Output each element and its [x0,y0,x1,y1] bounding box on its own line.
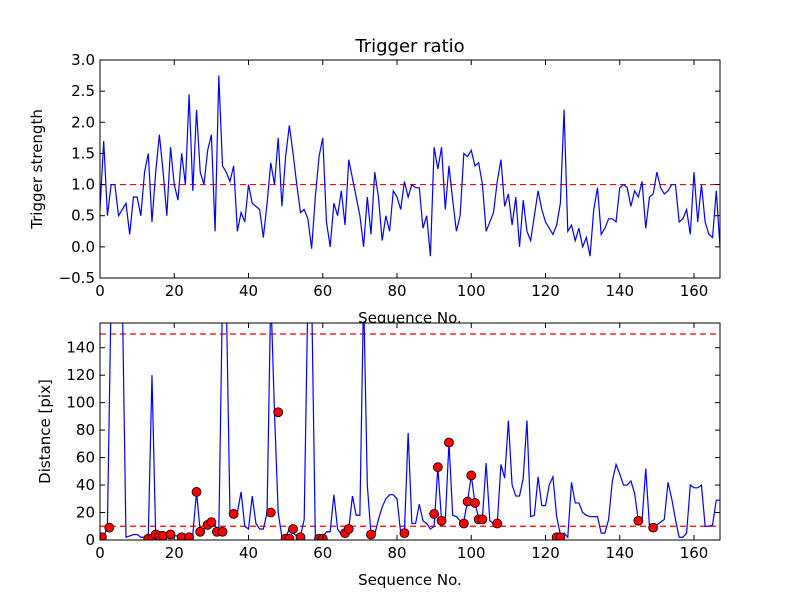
data-point-marker [492,518,503,529]
data-point-marker [104,522,115,533]
y-tick-label: 40 [76,476,95,494]
data-point-marker [265,507,276,518]
data-point-marker [206,517,217,528]
x-axis-label: Sequence No. [358,571,462,589]
series-line [100,75,720,257]
data-point-marker [432,462,443,473]
x-tick-label: 0 [95,544,105,562]
top-chart-panel: 0 20 40 60 80 100 120 140 160 −0.5 0.0 0.5 1.0 1.5 2.0… [28,36,721,327]
data-point-marker [284,533,295,540]
data-point-marker [228,509,239,519]
x-tick-label: 0 [95,282,105,300]
x-tick-label: 60 [313,282,332,300]
y-tick-label: 0.5 [71,207,95,225]
x-tick-label: 20 [165,544,184,562]
x-tick-label: 140 [605,544,634,562]
plot-background [100,323,720,540]
data-point-marker [470,498,480,508]
y-tick-label: 140 [66,339,95,357]
data-point-marker [165,529,176,540]
y-tick-label: 1.5 [71,144,95,162]
y-tick-label: 100 [66,394,95,412]
y-tick-label: 2.5 [71,82,95,100]
y-axis-label: Trigger strength [28,109,46,230]
x-tick-label: 60 [313,544,332,562]
x-tick-label: 160 [680,282,709,300]
data-point-marker [191,487,202,497]
y-axis-label: Distance [pix] [36,379,54,484]
x-tick-label: 120 [531,282,560,300]
y-tick-label: 0 [85,531,95,549]
y-tick-label: 3.0 [71,51,95,69]
y-tick-label: 60 [76,449,95,467]
x-tick-label: 120 [531,544,560,562]
y-tick-label: 120 [66,366,95,384]
data-point-marker [648,522,659,533]
x-tick-label: 80 [387,544,406,562]
x-tick-label: 40 [239,282,258,300]
axes-frame [99,322,721,541]
data-point-marker [195,526,206,537]
y-tick-label: 1.0 [71,176,95,194]
x-tick-label: 20 [165,282,184,300]
y-tick-label: 80 [76,421,95,439]
data-point-marker [217,526,228,537]
data-point-marker [633,515,644,526]
bottom-chart-panel: 0 20 40 60 80 100 120 140 160 0 20 40 60 80 100 120 140 S… [36,322,721,589]
y-tick-label: 2.0 [71,113,95,131]
x-tick-label: 100 [457,544,486,562]
plot-background [100,60,720,278]
data-point-marker [343,524,354,534]
x-tick-label: 140 [605,282,634,300]
data-point-marker [477,514,488,525]
y-tick-label: 20 [76,504,95,522]
data-point-marker [444,437,454,448]
y-tick-label: 0.0 [71,238,95,256]
data-point-marker [436,515,447,526]
data-point-marker [399,528,410,539]
data-point-marker [366,529,376,540]
data-point-marker [295,532,306,540]
data-point-marker [184,532,195,540]
data-point-marker [458,518,469,529]
data-point-marker [466,470,477,481]
x-tick-label: 160 [680,544,709,562]
data-point-marker [288,524,298,534]
data-point-marker [429,509,440,519]
chart-title: Trigger ratio [354,36,464,57]
data-point-marker [100,532,107,540]
data-point-marker [555,532,566,540]
x-tick-label: 100 [457,282,486,300]
y-tick-label: −0.5 [59,269,95,287]
x-tick-label: 80 [387,282,406,300]
x-tick-label: 40 [239,544,258,562]
data-point-marker [273,407,284,418]
axes-frame [99,59,721,279]
